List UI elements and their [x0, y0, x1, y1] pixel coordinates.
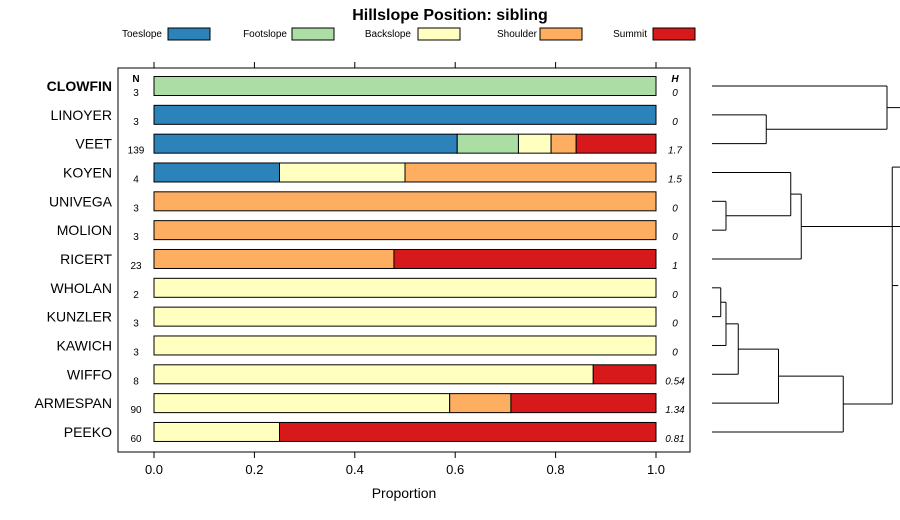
- n-value-koyen: 4: [133, 174, 139, 185]
- legend-label-shoulder: Shoulder: [497, 29, 538, 40]
- dendrogram: [712, 85, 900, 433]
- bar-segment-koyen-backslope: [279, 162, 406, 183]
- legend-swatch-backslope: [417, 27, 461, 41]
- row-label-wholan: WHOLAN: [51, 280, 112, 296]
- bar-segment-armespan-backslope: [153, 393, 451, 414]
- row-label-kunzler: KUNZLER: [47, 309, 112, 325]
- row-label-armespan: ARMESPAN: [34, 395, 112, 411]
- legend-swatch-summit: [652, 27, 696, 41]
- row-label-wiffo: WIFFO: [67, 366, 112, 382]
- x-tick-label-4: 0.8: [547, 462, 565, 477]
- bar-segment-veet-footslope: [456, 133, 519, 154]
- x-tick-label-5: 1.0: [647, 462, 665, 477]
- h-value-armespan: 1.34: [665, 405, 685, 416]
- legend-swatch-shoulder: [539, 27, 583, 41]
- plot-frame: [117, 67, 691, 453]
- bar-segment-armespan-shoulder: [449, 393, 512, 414]
- h-column-header: H: [671, 74, 679, 85]
- n-value-kawich: 3: [133, 347, 139, 358]
- bar-segment-koyen-shoulder: [404, 162, 657, 183]
- legend-label-backslope: Backslope: [365, 29, 412, 40]
- h-value-univega: 0: [672, 203, 678, 214]
- n-value-veet: 139: [128, 146, 145, 157]
- h-value-clowfin: 0: [672, 88, 678, 99]
- bar-segment-peeko-summit: [279, 421, 657, 442]
- bar-segment-ricert-summit: [393, 248, 657, 269]
- n-value-univega: 3: [133, 203, 139, 214]
- h-value-peeko: 0.81: [665, 434, 684, 445]
- h-value-linoyer: 0: [672, 117, 678, 128]
- x-tick-label-1: 0.2: [245, 462, 263, 477]
- bar-segment-clowfin-footslope: [153, 76, 657, 96]
- bar-segment-wiffo-summit: [592, 364, 657, 385]
- bar-segment-wholan-backslope: [153, 277, 657, 298]
- bar-segment-veet-shoulder: [550, 133, 577, 154]
- n-value-ricert: 23: [130, 261, 142, 272]
- n-value-linoyer: 3: [133, 117, 139, 128]
- n-value-clowfin: 3: [133, 88, 139, 99]
- x-axis: 0.0 0.2 0.4 0.6 0.8 1.0: [145, 62, 665, 477]
- h-value-molion: 0: [672, 232, 678, 243]
- bar-segment-kunzler-backslope: [153, 306, 657, 327]
- x-tick-label-3: 0.6: [446, 462, 464, 477]
- row-label-veet: VEET: [75, 136, 112, 152]
- row-label-univega: UNIVEGA: [49, 193, 113, 209]
- bar-segment-ricert-shoulder: [153, 248, 395, 269]
- bar-segment-molion-shoulder: [153, 220, 657, 241]
- legend-swatch-footslope: [291, 27, 335, 41]
- h-value-kawich: 0: [672, 347, 678, 358]
- bar-segment-wiffo-backslope: [153, 364, 594, 385]
- bar-segment-peeko-backslope: [153, 421, 280, 442]
- n-value-armespan: 90: [130, 405, 142, 416]
- bar-rows: CLOWFIN 3 0 LINOYER 3 0 VEET 139 1.7 KOYEN 4 1.5 UNI…: [34, 76, 685, 445]
- x-tick-label-2: 0.4: [346, 462, 364, 477]
- row-label-kawich: KAWICH: [57, 337, 112, 353]
- row-label-molion: MOLION: [57, 222, 112, 238]
- n-value-peeko: 60: [130, 434, 142, 445]
- h-value-kunzler: 0: [672, 319, 678, 330]
- bar-segment-veet-summit: [575, 133, 657, 154]
- n-value-wiffo: 8: [133, 376, 139, 387]
- x-axis-title: Proportion: [372, 485, 437, 501]
- bar-segment-veet-toeslope: [153, 133, 458, 154]
- row-label-clowfin: CLOWFIN: [47, 78, 112, 94]
- n-column-header: N: [132, 74, 139, 85]
- legend-swatch-toeslope: [167, 27, 211, 41]
- legend-label-summit: Summit: [613, 29, 647, 40]
- bar-segment-armespan-summit: [510, 393, 657, 414]
- bar-segment-kawich-backslope: [153, 335, 657, 356]
- h-value-wholan: 0: [672, 290, 678, 301]
- h-value-koyen: 1.5: [668, 174, 682, 185]
- bar-segment-univega-shoulder: [153, 191, 657, 212]
- bar-segment-veet-backslope: [517, 133, 552, 154]
- row-label-linoyer: LINOYER: [51, 107, 112, 123]
- x-tick-label-0: 0.0: [145, 462, 163, 477]
- row-label-ricert: RICERT: [60, 251, 112, 267]
- row-label-koyen: KOYEN: [63, 164, 112, 180]
- bar-segment-linoyer-toeslope: [153, 104, 657, 125]
- n-value-kunzler: 3: [133, 319, 139, 330]
- legend-label-footslope: Footslope: [243, 29, 287, 40]
- h-value-veet: 1.7: [668, 146, 682, 157]
- h-value-wiffo: 0.54: [665, 376, 685, 387]
- n-value-wholan: 2: [133, 290, 139, 301]
- row-label-peeko: PEEKO: [64, 424, 112, 440]
- chart-title: Hillslope Position: sibling: [352, 7, 548, 24]
- h-value-ricert: 1: [672, 261, 678, 272]
- bar-segment-koyen-toeslope: [153, 162, 280, 183]
- n-value-molion: 3: [133, 232, 139, 243]
- legend-label-toeslope: Toeslope: [122, 29, 162, 40]
- legend: Toeslope Footslope Backslope Shoulder Summit: [122, 27, 696, 41]
